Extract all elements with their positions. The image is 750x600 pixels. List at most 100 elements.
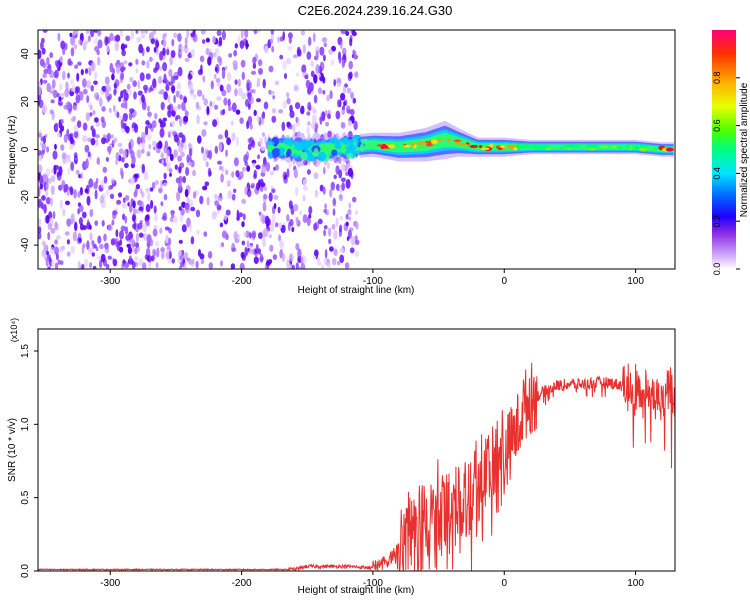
noise-speckle <box>244 246 248 257</box>
noise-speckle <box>268 192 273 202</box>
signal-green <box>267 132 674 156</box>
noise-speckle <box>66 190 70 196</box>
noise-speckle <box>113 137 117 143</box>
noise-speckle <box>230 120 234 126</box>
noise-speckle <box>345 164 348 171</box>
noise-speckle <box>101 85 106 92</box>
noise-speckle <box>274 80 280 86</box>
noise-speckle <box>159 227 163 234</box>
noise-speckle <box>241 198 247 204</box>
noise-speckle <box>118 96 122 102</box>
noise-speckle <box>272 254 278 260</box>
noise-speckle <box>347 109 352 114</box>
noise-speckle <box>307 121 311 126</box>
noise-speckle <box>338 193 343 202</box>
snr-x-label: Height of straight line (km) <box>298 585 415 596</box>
colorbar-tick-label: 0.4 <box>712 167 722 180</box>
signal-core <box>490 143 494 148</box>
noise-speckle <box>339 224 343 233</box>
noise-speckle <box>345 171 349 176</box>
x-tick-label: -300 <box>100 578 120 589</box>
noise-speckle <box>259 212 264 223</box>
noise-speckle <box>259 256 264 262</box>
noise-speckle <box>341 59 345 68</box>
noise-speckle <box>96 255 102 260</box>
noise-speckle <box>169 153 174 162</box>
noise-speckle <box>200 30 206 35</box>
noise-speckle <box>105 157 110 162</box>
noise-speckle <box>163 193 168 201</box>
noise-speckle <box>317 87 323 95</box>
noise-speckle <box>157 141 163 149</box>
noise-speckle <box>54 165 60 170</box>
signal-core <box>480 147 490 151</box>
noise-speckle <box>323 225 328 230</box>
noise-speckle <box>219 244 223 248</box>
noise-speckle <box>107 132 111 142</box>
noise-speckle <box>97 39 103 49</box>
noise-speckle <box>260 146 266 152</box>
x-tick-label: -100 <box>363 578 383 589</box>
noise-speckle <box>317 261 322 266</box>
noise-speckle <box>163 39 167 48</box>
noise-speckle <box>219 222 224 228</box>
noise-speckle <box>313 74 318 84</box>
noise-speckle <box>155 40 160 49</box>
noise-speckle <box>72 83 76 93</box>
noise-speckle <box>302 214 308 224</box>
noise-speckle <box>38 132 43 138</box>
noise-speckle <box>129 108 135 114</box>
noise-speckle <box>171 39 175 47</box>
noise-speckle <box>148 87 152 93</box>
noise-speckle <box>316 257 320 263</box>
noise-speckle <box>162 117 167 122</box>
noise-speckle <box>92 110 96 115</box>
noise-speckle <box>145 125 149 136</box>
noise-speckle <box>65 81 69 90</box>
signal-core <box>560 147 564 150</box>
noise-speckle <box>240 251 245 259</box>
noise-speckle <box>148 143 152 150</box>
noise-speckle <box>152 248 157 257</box>
noise-speckle <box>47 231 51 241</box>
noise-speckle <box>226 83 232 94</box>
noise-speckle <box>257 59 263 67</box>
noise-speckle <box>315 64 320 74</box>
noise-speckle <box>135 242 140 249</box>
noise-speckle <box>190 48 195 58</box>
noise-speckle <box>99 195 105 204</box>
noise-speckle <box>39 183 44 190</box>
noise-speckle <box>82 122 88 131</box>
noise-speckle <box>94 189 98 200</box>
noise-speckle <box>220 173 224 183</box>
signal-core <box>639 147 648 152</box>
noise-speckle <box>67 167 71 176</box>
noise-speckle <box>78 217 83 226</box>
noise-speckle <box>272 95 276 100</box>
noise-speckle <box>246 151 249 160</box>
noise-speckle <box>164 226 170 231</box>
noise-speckle <box>268 65 274 73</box>
noise-speckle <box>152 78 157 89</box>
noise-speckle <box>48 256 52 262</box>
noise-speckle <box>322 166 326 175</box>
noise-speckle <box>162 33 166 41</box>
noise-speckle <box>134 187 138 195</box>
noise-speckle <box>217 55 222 63</box>
noise-speckle <box>124 162 129 169</box>
noise-speckle <box>123 92 129 101</box>
noise-speckle <box>94 117 99 123</box>
noise-speckle <box>142 30 146 38</box>
noise-speckle <box>89 262 93 269</box>
noise-speckle <box>122 122 127 130</box>
noise-speckle <box>99 97 103 107</box>
noise-speckle <box>161 251 165 260</box>
noise-speckle <box>206 105 210 116</box>
noise-speckle <box>54 221 58 230</box>
noise-speckle <box>249 81 252 89</box>
noise-speckle <box>133 220 137 231</box>
noise-speckle <box>204 181 210 187</box>
noise-speckle <box>54 69 59 79</box>
noise-speckle <box>64 88 70 98</box>
noise-speckle <box>214 193 218 200</box>
